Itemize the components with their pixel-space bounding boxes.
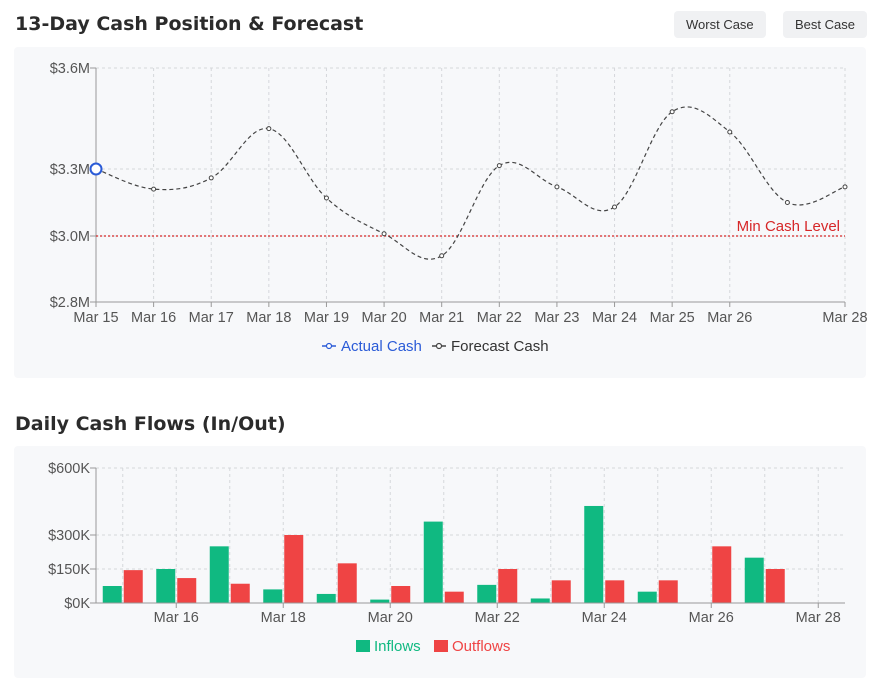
min-cash-label: Min Cash Level	[737, 218, 840, 235]
legend-forecast-label: Forecast Cash	[451, 338, 549, 355]
y-tick-label: $150K	[48, 562, 90, 578]
outflow-bar	[658, 580, 678, 603]
legend-actual-label: Actual Cash	[341, 338, 422, 355]
legend-actual-marker	[325, 342, 333, 350]
y-tick-label: $3.0M	[50, 229, 90, 245]
x-tick-label: Mar 24	[592, 310, 637, 326]
forecast-point	[727, 129, 733, 135]
cash-position-title: 13-Day Cash Position & Forecast	[15, 13, 364, 35]
legend-inflows-label: Inflows	[374, 638, 421, 655]
x-tick-label: Mar 20	[362, 310, 407, 326]
x-tick-label: Mar 26	[707, 310, 752, 326]
outflow-bar	[230, 583, 250, 603]
actual-cash-point	[89, 162, 103, 176]
inflow-bar	[477, 584, 497, 603]
x-tick-label: Mar 22	[477, 310, 522, 326]
forecast-point	[496, 163, 502, 169]
outflow-bar	[177, 578, 197, 603]
outflow-bar	[605, 580, 625, 603]
x-tick-label: Mar 23	[534, 310, 579, 326]
x-tick-label: Mar 18	[246, 310, 291, 326]
inflow-bar	[637, 591, 657, 603]
x-tick-label: Mar 18	[261, 610, 306, 626]
legend-inflows-swatch	[356, 640, 370, 652]
x-tick-label: Mar 25	[650, 310, 695, 326]
worst-case-button[interactable]: Worst Case	[674, 11, 766, 38]
legend-outflows-swatch	[434, 640, 448, 652]
outflow-bar	[712, 546, 732, 603]
y-tick-label: $300K	[48, 528, 90, 544]
forecast-point	[266, 126, 272, 132]
inflow-bar	[744, 557, 764, 603]
forecast-point	[151, 186, 157, 192]
inflow-bar	[423, 521, 443, 603]
inflow-bar	[316, 593, 336, 603]
forecast-point	[842, 184, 848, 190]
inflow-bar	[530, 598, 550, 603]
x-tick-label: Mar 24	[582, 610, 627, 626]
inflow-bar	[156, 569, 176, 603]
x-tick-label: Mar 22	[475, 610, 520, 626]
x-tick-label: Mar 16	[154, 610, 199, 626]
best-case-button[interactable]: Best Case	[783, 11, 867, 38]
outflow-bar	[123, 570, 143, 603]
outflow-bar	[337, 563, 357, 603]
outflow-bar	[498, 569, 518, 603]
forecast-point	[612, 204, 618, 210]
legend-outflows-label: Outflows	[452, 638, 510, 655]
forecast-point	[381, 231, 387, 237]
inflow-bar	[209, 546, 229, 603]
x-tick-label: Mar 28	[822, 310, 867, 326]
y-tick-label: $0K	[64, 596, 90, 612]
x-tick-label: Mar 26	[689, 610, 734, 626]
y-tick-label: $3.3M	[50, 162, 90, 178]
y-tick-label: $2.8M	[50, 295, 90, 311]
y-tick-label: $600K	[48, 461, 90, 477]
forecast-point	[323, 195, 329, 201]
outflow-bar	[444, 591, 464, 603]
outflow-bar	[284, 535, 304, 603]
x-tick-label: Mar 19	[304, 310, 349, 326]
forecast-point	[669, 109, 675, 115]
x-tick-label: Mar 15	[73, 310, 118, 326]
x-tick-label: Mar 16	[131, 310, 176, 326]
inflow-bar	[584, 505, 604, 603]
x-tick-label: Mar 17	[189, 310, 234, 326]
cash-position-chart-panel	[14, 47, 866, 378]
cash-flows-title: Daily Cash Flows (In/Out)	[15, 413, 286, 435]
inflow-bar	[263, 589, 283, 603]
x-tick-label: Mar 21	[419, 310, 464, 326]
outflow-bar	[391, 586, 411, 603]
x-tick-label: Mar 28	[796, 610, 841, 626]
forecast-point	[784, 200, 790, 205]
forecast-point	[208, 175, 214, 181]
legend-forecast-marker	[435, 342, 443, 350]
inflow-bar	[102, 586, 122, 603]
inflow-bar	[370, 599, 390, 603]
x-tick-label: Mar 20	[368, 610, 413, 626]
forecast-point	[439, 253, 445, 259]
forecast-cash-line	[95, 106, 846, 260]
forecast-point	[554, 184, 560, 190]
y-tick-label: $3.6M	[50, 61, 90, 77]
outflow-bar	[551, 580, 571, 603]
outflow-bar	[765, 569, 785, 603]
